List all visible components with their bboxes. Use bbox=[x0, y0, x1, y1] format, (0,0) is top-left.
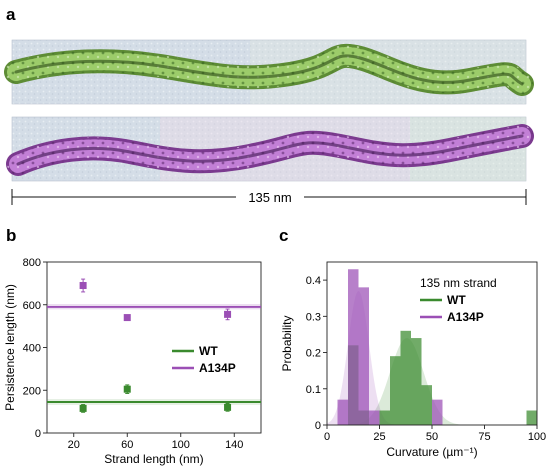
x-tick-label: 25 bbox=[373, 431, 385, 443]
y-tick-label: 0 bbox=[315, 420, 321, 432]
histogram-bar-a134p bbox=[337, 399, 348, 425]
data-point-a134p bbox=[123, 314, 131, 322]
y-tick-label: 0.2 bbox=[306, 348, 321, 360]
histogram-bar-a134p bbox=[348, 269, 359, 425]
histogram-bar-a134p bbox=[432, 399, 443, 425]
data-point-a134p bbox=[224, 310, 232, 318]
histogram-bar-wt bbox=[390, 356, 401, 425]
legend-label-a134p: A134P bbox=[447, 310, 484, 324]
x-tick-label: 100 bbox=[528, 431, 546, 443]
legend-label-wt: WT bbox=[447, 293, 466, 307]
data-point-wt bbox=[224, 403, 232, 411]
scale-bar: 135 nm bbox=[11, 189, 527, 205]
x-tick-label: 50 bbox=[426, 431, 438, 443]
gaussian-fit-wt bbox=[327, 338, 537, 425]
x-tick-label: 60 bbox=[121, 439, 133, 451]
histogram-bar-wt bbox=[400, 330, 411, 425]
persistence-length-chart: 0 200 400 600 800 20 60 100 140 Strand length (nm… bbox=[3, 257, 262, 466]
histogram-bar-wt bbox=[526, 410, 537, 425]
y-tick-label: 400 bbox=[23, 343, 41, 355]
y-tick-label: 0.4 bbox=[306, 275, 321, 287]
y-axis-label: Probability bbox=[280, 315, 294, 371]
legend-label-wt: WT bbox=[199, 344, 218, 358]
panel-a-label: a bbox=[6, 5, 16, 24]
y-tick-label: 600 bbox=[23, 300, 41, 312]
legend-label-a134p: A134P bbox=[199, 361, 236, 375]
y-tick-label: 200 bbox=[23, 385, 41, 397]
histogram-bar-a134p bbox=[369, 410, 380, 425]
curvature-histogram: 0 0.1 0.2 0.3 0.4 0 25 50 75 100 Curvature (µm⁻¹) P… bbox=[280, 261, 546, 459]
histogram-bar-wt bbox=[379, 410, 390, 425]
x-tick-label: 140 bbox=[225, 439, 243, 451]
data-point-wt bbox=[123, 385, 131, 393]
scale-bar-label: 135 nm bbox=[248, 190, 291, 205]
y-tick-label: 0 bbox=[35, 428, 41, 440]
chart-annotation: 135 nm strand bbox=[420, 276, 497, 290]
panel-c-label: c bbox=[279, 226, 288, 245]
histogram-bar-wt bbox=[421, 385, 432, 425]
strand-image-wt bbox=[4, 39, 534, 105]
histogram-bar-wt bbox=[411, 338, 422, 425]
data-point-a134p bbox=[79, 282, 87, 290]
y-tick-label: 0.3 bbox=[306, 311, 321, 323]
y-axis-label: Persistence length (nm) bbox=[3, 284, 17, 411]
data-point-wt bbox=[79, 404, 87, 412]
strand-image-a134p bbox=[6, 116, 534, 182]
x-tick-label: 100 bbox=[172, 439, 190, 451]
x-axis-label: Curvature (µm⁻¹) bbox=[386, 445, 477, 459]
x-axis-label: Strand length (nm) bbox=[104, 452, 203, 466]
panel-b-label: b bbox=[6, 226, 16, 245]
y-tick-label: 0.1 bbox=[306, 384, 321, 396]
x-tick-label: 20 bbox=[68, 439, 80, 451]
x-tick-label: 0 bbox=[324, 431, 330, 443]
x-tick-label: 75 bbox=[478, 431, 490, 443]
histogram-bar-a134p bbox=[358, 287, 369, 425]
y-tick-label: 800 bbox=[23, 257, 41, 269]
